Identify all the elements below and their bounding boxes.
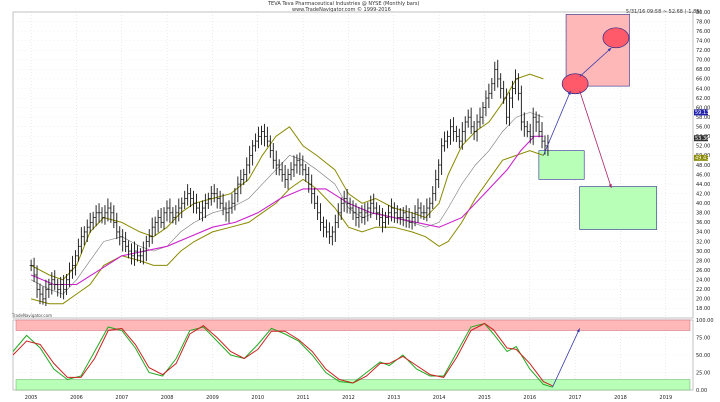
arrow-down — [579, 90, 612, 189]
chart-subtitle: www.TradeNavigator.com © 1999-2016 — [292, 7, 391, 13]
x-tick-label: 2015 — [478, 395, 491, 401]
y-tick-label: 80.00 — [696, 10, 710, 16]
osc-overbought-band — [15, 319, 691, 331]
support-zone — [538, 150, 585, 180]
moving-average-line — [30, 135, 544, 286]
x-tick-label: 2005 — [25, 395, 38, 401]
watermark: TradeNavigator.com — [12, 313, 52, 318]
y-tick-label: 40.00 — [696, 201, 710, 207]
y-tick-label: 26.00 — [696, 268, 710, 274]
y-tick-label: 36.00 — [696, 220, 710, 226]
y-tick-label: 24.00 — [696, 278, 710, 284]
y-tick-label: 48.00 — [696, 163, 710, 169]
y-tick-label: 22.00 — [696, 287, 710, 293]
y-tick-label: 44.00 — [696, 182, 710, 188]
y-tick-label: 76.00 — [696, 29, 710, 35]
price-tag — [694, 135, 708, 142]
y-tick-label: 18.00 — [696, 306, 710, 312]
arrow-up-head — [567, 90, 571, 95]
osc-tick-label: 50.00 — [696, 353, 710, 359]
x-tick-label: 2014 — [433, 395, 446, 401]
y-tick-label: 58.00 — [696, 115, 710, 121]
chart-title: TEVA Teva Pharmaceutical Industries @ NY… — [268, 1, 420, 7]
arrow-up-2 — [579, 47, 612, 77]
arrow-up-2-head — [607, 47, 612, 52]
target-ellipse-lower — [561, 73, 589, 95]
target-ellipse-upper — [602, 27, 630, 49]
target-down-zone — [579, 186, 658, 230]
price-tag-label: 53.36 — [695, 136, 709, 142]
y-tick-label: 78.00 — [696, 19, 710, 25]
price-tag — [694, 154, 708, 161]
x-tick-label: 2008 — [161, 395, 174, 401]
x-tick-label: 2009 — [206, 395, 219, 401]
price-tag-label: 49.43 — [695, 156, 709, 162]
arrow-up — [543, 90, 571, 156]
y-tick-label: 68.00 — [696, 67, 710, 73]
y-tick-label: 74.00 — [696, 38, 710, 44]
y-tick-label: 20.00 — [696, 297, 710, 303]
y-tick-label: 56.00 — [696, 125, 710, 131]
y-tick-label: 30.00 — [696, 249, 710, 255]
y-tick-label: 72.00 — [696, 48, 710, 54]
y-tick-label: 38.00 — [696, 211, 710, 217]
osc-oversold-band — [15, 379, 691, 391]
osc-tick-label: 100.00 — [696, 318, 714, 324]
x-tick-label: 2019 — [659, 395, 672, 401]
bollinger-upper-line — [30, 73, 544, 281]
osc-tick-label: 0.00 — [696, 388, 707, 394]
price-tag-label: 59.13 — [695, 110, 709, 116]
x-tick-label: 2018 — [614, 395, 627, 401]
y-tick-label: 42.00 — [696, 191, 710, 197]
x-tick-label: 2017 — [569, 395, 582, 401]
y-tick-label: 46.00 — [696, 172, 710, 178]
y-tick-label: 66.00 — [696, 77, 710, 83]
y-tick-label: 60.00 — [696, 105, 710, 111]
oscillator-line-1 — [12, 322, 553, 388]
osc-tick-label: 25.00 — [696, 370, 710, 376]
bollinger-lower-line — [30, 150, 544, 305]
arrow-down-head — [608, 183, 612, 188]
bollinger-middle-line — [30, 112, 544, 295]
y-tick-label: 62.00 — [696, 96, 710, 102]
y-tick-label: 34.00 — [696, 230, 710, 236]
oscillator-arrow — [552, 328, 581, 388]
x-tick-label: 2012 — [342, 395, 355, 401]
x-tick-label: 2011 — [297, 395, 310, 401]
osc-tick-label: 75.00 — [696, 335, 710, 341]
oscillator-line-2 — [12, 322, 553, 387]
y-tick-label: 64.00 — [696, 86, 710, 92]
y-tick-label: 28.00 — [696, 258, 710, 264]
y-tick-label: 52.00 — [696, 144, 710, 150]
y-tick-label: 70.00 — [696, 58, 710, 64]
price-tag — [694, 109, 708, 116]
x-tick-label: 2010 — [251, 395, 264, 401]
x-tick-label: 2006 — [70, 395, 83, 401]
oscillator-arrow-head — [576, 328, 580, 333]
y-tick-label: 32.00 — [696, 239, 710, 245]
x-tick-label: 2016 — [523, 395, 536, 401]
x-tick-label: 2007 — [115, 395, 128, 401]
x-tick-label: 2013 — [387, 395, 400, 401]
